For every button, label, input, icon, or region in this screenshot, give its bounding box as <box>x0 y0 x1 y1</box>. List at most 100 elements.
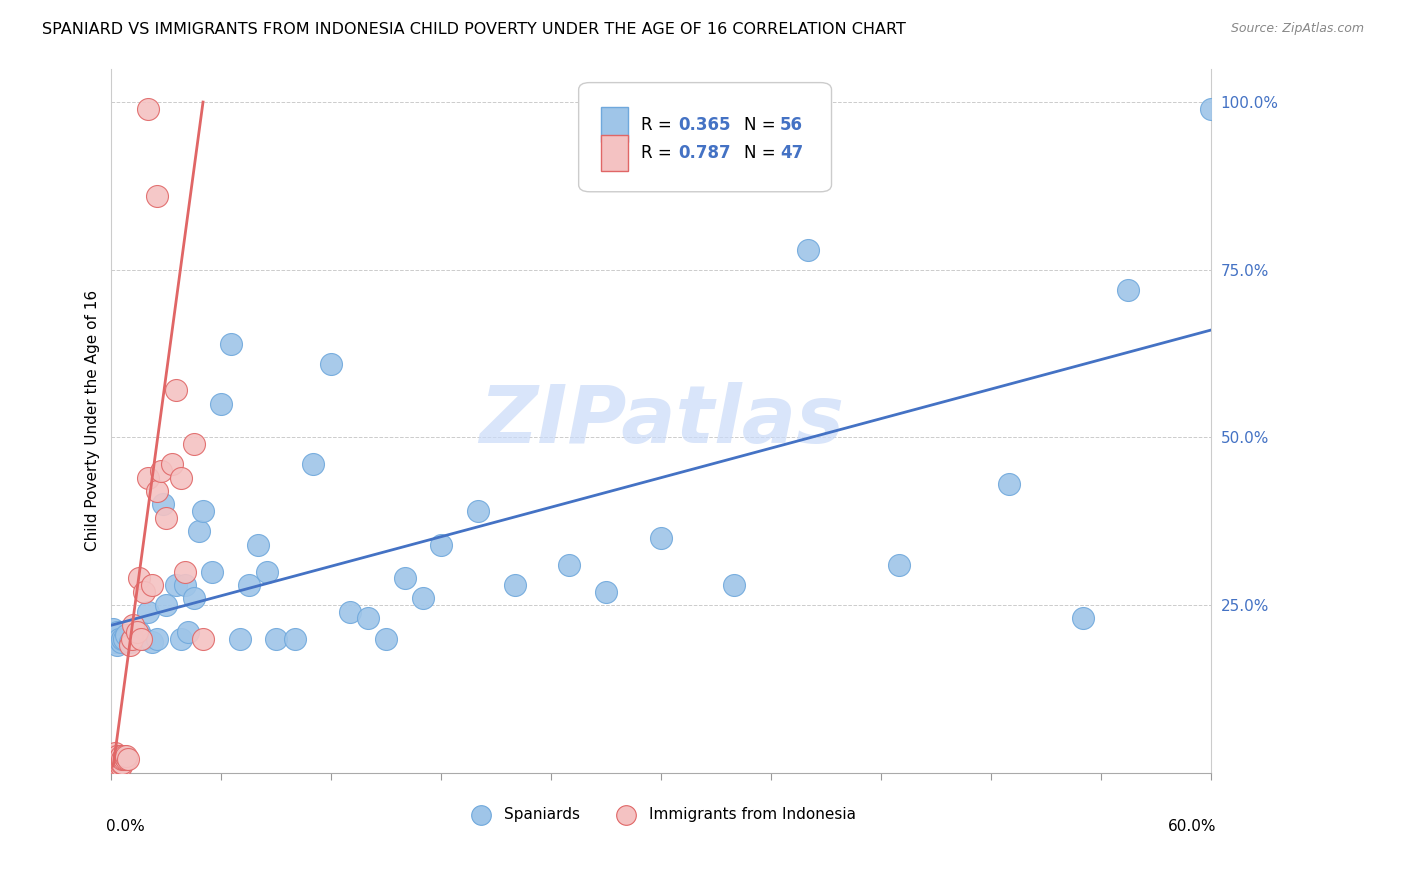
Point <box>201 565 224 579</box>
Point <box>191 632 214 646</box>
Point <box>104 759 127 773</box>
Point <box>228 632 250 646</box>
Point <box>136 102 159 116</box>
Point <box>110 635 132 649</box>
Point <box>165 384 187 398</box>
Point <box>177 624 200 639</box>
Point <box>595 584 617 599</box>
Point <box>209 397 232 411</box>
Point <box>134 632 156 646</box>
Point <box>188 524 211 539</box>
Text: 47: 47 <box>780 144 803 162</box>
Point <box>104 756 127 770</box>
Point <box>110 756 132 770</box>
Point <box>302 457 325 471</box>
Point <box>107 632 129 646</box>
Bar <box>600 107 628 143</box>
Point <box>219 336 242 351</box>
Point <box>103 752 125 766</box>
Point <box>998 477 1021 491</box>
Point <box>146 189 169 203</box>
Text: SPANIARD VS IMMIGRANTS FROM INDONESIA CHILD POVERTY UNDER THE AGE OF 16 CORRELAT: SPANIARD VS IMMIGRANTS FROM INDONESIA CH… <box>42 22 905 37</box>
Point <box>173 565 195 579</box>
Text: 60.0%: 60.0% <box>1168 819 1216 833</box>
Point <box>104 746 127 760</box>
Point <box>339 605 361 619</box>
Point <box>136 605 159 619</box>
Point <box>118 638 141 652</box>
Text: 0.787: 0.787 <box>679 144 731 162</box>
Point <box>889 558 911 572</box>
Point <box>129 632 152 646</box>
Point <box>1118 283 1140 297</box>
Point <box>125 624 148 639</box>
Point <box>165 578 187 592</box>
Text: Source: ZipAtlas.com: Source: ZipAtlas.com <box>1230 22 1364 36</box>
Point <box>128 624 150 639</box>
Point <box>796 243 818 257</box>
Point <box>107 752 129 766</box>
Point <box>115 628 138 642</box>
Point <box>136 470 159 484</box>
Point <box>112 749 135 764</box>
Point <box>117 752 139 766</box>
Bar <box>600 136 628 170</box>
Point <box>122 618 145 632</box>
Text: 0.365: 0.365 <box>679 116 731 134</box>
Point <box>122 632 145 646</box>
Point <box>149 464 172 478</box>
Point <box>170 632 193 646</box>
Point <box>183 591 205 606</box>
Point <box>115 752 138 766</box>
Point <box>105 756 128 770</box>
Point <box>170 470 193 484</box>
Point <box>105 752 128 766</box>
Point <box>104 628 127 642</box>
Point <box>173 578 195 592</box>
Point <box>191 504 214 518</box>
Point <box>394 571 416 585</box>
Point <box>1071 611 1094 625</box>
Point <box>115 749 138 764</box>
Point <box>110 749 132 764</box>
Point <box>105 624 128 639</box>
Point <box>112 752 135 766</box>
Point <box>104 635 127 649</box>
Point <box>650 531 672 545</box>
Point <box>111 756 134 770</box>
Point <box>146 484 169 499</box>
FancyBboxPatch shape <box>579 83 831 192</box>
Point <box>105 638 128 652</box>
Point <box>723 578 745 592</box>
Point <box>111 632 134 646</box>
Point <box>357 611 380 625</box>
Point <box>112 632 135 646</box>
Point <box>103 622 125 636</box>
Point <box>118 635 141 649</box>
Text: R =: R = <box>641 144 678 162</box>
Point <box>111 752 134 766</box>
Point <box>1199 102 1222 116</box>
Point <box>467 504 489 518</box>
Point <box>155 511 177 525</box>
Point <box>256 565 278 579</box>
Y-axis label: Child Poverty Under the Age of 16: Child Poverty Under the Age of 16 <box>86 290 100 551</box>
Point <box>134 584 156 599</box>
Text: R =: R = <box>641 116 678 134</box>
Point <box>107 756 129 770</box>
Point <box>238 578 260 592</box>
Point <box>128 571 150 585</box>
Point <box>246 538 269 552</box>
Text: N =: N = <box>744 144 780 162</box>
Point <box>103 749 125 764</box>
Point <box>152 498 174 512</box>
Point <box>105 759 128 773</box>
Point <box>146 632 169 646</box>
Point <box>155 598 177 612</box>
Point <box>104 752 127 766</box>
Point <box>141 578 163 592</box>
Point <box>503 578 526 592</box>
Point <box>375 632 398 646</box>
Point <box>558 558 581 572</box>
Point <box>107 759 129 773</box>
